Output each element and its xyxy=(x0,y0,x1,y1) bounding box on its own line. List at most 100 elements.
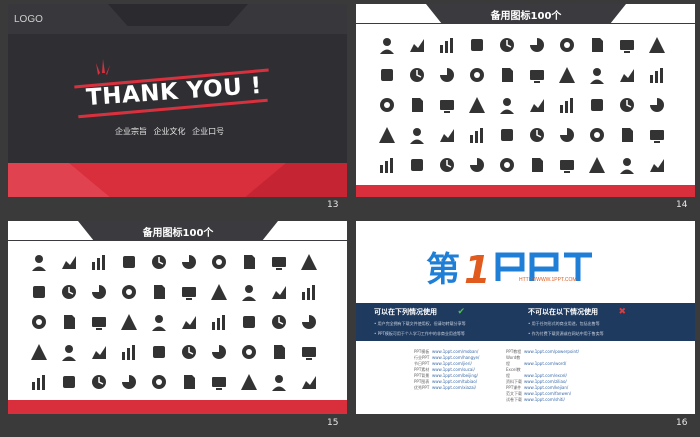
seat-icon xyxy=(178,341,200,363)
slide-15-thumbnail[interactable]: 备用图标100个 xyxy=(8,221,347,414)
link-url[interactable]: www.1ppt.com/xiazai/ xyxy=(432,385,477,390)
signal-icon xyxy=(556,94,578,116)
pie2-icon xyxy=(406,154,428,176)
link-icon xyxy=(436,124,458,146)
link-row[interactable]: Word教程 www.1ppt.com/word/ xyxy=(506,355,579,367)
wrench-icon xyxy=(208,251,230,273)
alarm-icon xyxy=(58,251,80,273)
pan-icon xyxy=(178,371,200,393)
link-label: PPT背景 xyxy=(414,373,430,378)
link-row[interactable]: PPT素材 www.1ppt.com/sucai/ xyxy=(414,367,479,373)
shield-icon xyxy=(496,124,518,146)
denied-column: 不可以在以下情况使用 ✖ • 用于任何形式的商业用途，包括出售等 • 作为付费下… xyxy=(528,307,626,337)
clock-icon xyxy=(466,34,488,56)
link-row[interactable]: PPT模板 www.1ppt.com/moban/ xyxy=(414,349,479,355)
brand-logo: 第 1 xyxy=(426,248,592,287)
allowed-line: • PPT模板可用于个人学习工作中的非商业用途等等 xyxy=(374,331,465,336)
home-icon xyxy=(526,94,548,116)
link-row[interactable]: Excel教程 www.1ppt.com/excel/ xyxy=(506,367,579,379)
link-row[interactable]: PPT教程 www.1ppt.com/powerpoint/ xyxy=(506,349,579,355)
link-row[interactable]: PPT背景 www.1ppt.com/beijing/ xyxy=(414,373,479,379)
slide-13-top-notch xyxy=(108,4,248,26)
report-icon xyxy=(646,94,668,116)
calculator-icon xyxy=(238,371,260,393)
link-url[interactable]: www.1ppt.com/jieri/ xyxy=(432,361,472,366)
link-url[interactable]: www.1ppt.com/tubiao/ xyxy=(432,379,478,384)
money-icon xyxy=(298,281,320,303)
register-icon xyxy=(28,311,50,333)
link-label: 行业PPT xyxy=(414,355,430,360)
link-url[interactable]: www.1ppt.com/moban/ xyxy=(432,349,479,354)
slide-15-header-tab xyxy=(78,221,278,241)
bulb-icon xyxy=(436,34,458,56)
link-url[interactable]: www.1ppt.com/fanwen/ xyxy=(524,391,572,396)
dashboard-icon xyxy=(88,281,110,303)
bolt-icon xyxy=(118,281,140,303)
link-label: 优秀PPT xyxy=(414,385,430,390)
links-left: PPT模板 www.1ppt.com/moban/行业PPT www.1ppt.co… xyxy=(414,349,479,391)
piggy-icon xyxy=(238,311,260,333)
link-row[interactable]: 行业PPT www.1ppt.com/hangye/ xyxy=(414,355,479,361)
headlight-icon xyxy=(178,251,200,273)
link-label: 范文下载 xyxy=(506,391,522,396)
link-label: PPT课件 xyxy=(506,385,522,390)
link-row[interactable]: 试卷下载 www.1ppt.com/shiti/ xyxy=(506,397,579,403)
donut-icon xyxy=(616,154,638,176)
link-url[interactable]: www.1ppt.com/hangye/ xyxy=(432,355,480,360)
flag-icon xyxy=(616,94,638,116)
link-url[interactable]: www.1ppt.com/sucai/ xyxy=(432,367,475,372)
book-icon xyxy=(298,341,320,363)
link-url[interactable]: www.1ppt.com/shiti/ xyxy=(524,397,565,402)
link-label: Excel教程 xyxy=(506,367,521,378)
link-url[interactable]: www.1ppt.com/powerpoint/ xyxy=(524,349,579,354)
bank-icon xyxy=(208,311,230,333)
allowed-title: 可以在下列情况使用 xyxy=(374,308,437,316)
fuel-icon xyxy=(238,251,260,273)
bars2-icon xyxy=(586,154,608,176)
link-row[interactable]: 资料下载 www.1ppt.com/ziliao/ xyxy=(506,379,579,385)
icon-grid-14 xyxy=(376,34,676,184)
link-row[interactable]: 节日PPT www.1ppt.com/jieri/ xyxy=(414,361,479,367)
chart-up-icon xyxy=(556,64,578,86)
slide-number-16: 16 xyxy=(676,418,688,428)
man-icon xyxy=(556,124,578,146)
icon-grid-15 xyxy=(28,251,328,401)
battery-icon xyxy=(118,311,140,333)
alert-icon xyxy=(298,311,320,333)
link-row[interactable]: 优秀PPT www.1ppt.com/xiazai/ xyxy=(414,385,479,391)
link-url[interactable]: www.1ppt.com/ziliao/ xyxy=(524,379,567,384)
truck-icon xyxy=(436,64,458,86)
cap-icon xyxy=(298,371,320,393)
check-icon xyxy=(148,341,170,363)
link-row[interactable]: 范文下载 www.1ppt.com/fanwen/ xyxy=(506,391,579,397)
document-icon xyxy=(646,34,668,56)
umbrella-icon xyxy=(208,341,230,363)
link-url[interactable]: www.1ppt.com/beijing/ xyxy=(432,373,478,378)
link-label: Word教程 xyxy=(506,355,521,366)
car-home-icon xyxy=(148,281,170,303)
bag-icon xyxy=(268,371,290,393)
slide-16-thumbnail[interactable]: 第 1 HTTP://WWW.1PPT.COM 可以在下列情况使用 ✔ • 用户… xyxy=(356,221,695,414)
slide-14-thumbnail[interactable]: 备用图标100个 xyxy=(356,4,695,197)
denied-line: • 作为付费下载资源或在网站中用于售卖等 xyxy=(528,331,604,336)
link-url[interactable]: www.1ppt.com/kejian/ xyxy=(524,385,569,390)
tie-icon xyxy=(586,124,608,146)
link-row[interactable]: PPT课件 www.1ppt.com/kejian/ xyxy=(506,385,579,391)
slide-15-title: 备用图标100个 xyxy=(142,228,214,239)
scissors-icon xyxy=(406,34,428,56)
logo-text: LOGO xyxy=(14,14,43,25)
link-url[interactable]: www.1ppt.com/word/ xyxy=(524,361,567,366)
phone-icon xyxy=(616,34,638,56)
link-row[interactable]: PPT图表 www.1ppt.com/tubiao/ xyxy=(414,379,479,385)
bars-icon xyxy=(526,154,548,176)
slide-13-thumbnail[interactable]: LOGO THANK YOU ! 企业宗旨 企业文化 企业口号 xyxy=(8,4,347,197)
hand-money-icon xyxy=(28,281,50,303)
user-icon xyxy=(376,34,398,56)
link-label: PPT素材 xyxy=(414,367,430,372)
driver-icon xyxy=(298,251,320,273)
wallet-icon xyxy=(118,371,140,393)
link-label: 资料下载 xyxy=(506,379,522,384)
dollar-icon xyxy=(268,281,290,303)
slide-14-header-tab xyxy=(426,4,626,24)
link-url[interactable]: www.1ppt.com/excel/ xyxy=(524,373,567,378)
